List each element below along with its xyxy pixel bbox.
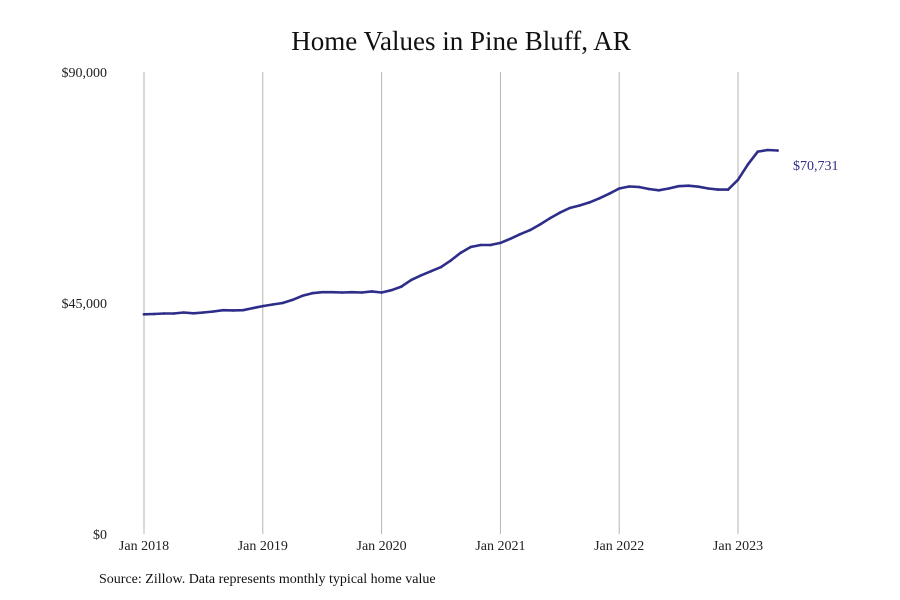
x-tick-label: Jan 2018 xyxy=(119,539,169,554)
data-point xyxy=(142,313,146,316)
data-point xyxy=(637,185,641,189)
x-tick-label: Jan 2021 xyxy=(475,539,525,554)
data-point xyxy=(261,304,265,308)
y-axis-ticks: $0 $45,000 $90,000 xyxy=(62,66,108,543)
series-layer: $70,731 xyxy=(142,148,839,316)
data-point xyxy=(726,188,730,191)
data-point xyxy=(152,312,156,316)
source-note: Source: Zillow. Data represents monthly … xyxy=(99,572,436,587)
data-point xyxy=(677,184,680,188)
data-point xyxy=(746,163,750,166)
gridlines xyxy=(143,72,739,534)
data-point xyxy=(736,178,740,182)
data-point xyxy=(212,310,215,313)
data-point xyxy=(231,309,235,312)
data-point xyxy=(598,197,601,200)
data-point xyxy=(578,204,581,207)
data-point xyxy=(588,201,591,204)
data-point xyxy=(766,148,769,152)
data-point xyxy=(439,265,443,269)
x-tick-label: Jan 2020 xyxy=(357,539,407,554)
data-point xyxy=(657,189,661,192)
data-point xyxy=(617,187,621,190)
data-point xyxy=(311,291,314,295)
data-point xyxy=(390,288,393,292)
data-point xyxy=(271,303,275,306)
data-point xyxy=(370,290,374,293)
data-point xyxy=(400,285,403,288)
data-point xyxy=(330,290,334,294)
data-point xyxy=(548,217,552,220)
chart-title: Home Values in Pine Bluff, AR xyxy=(291,26,631,56)
y-tick-label: $45,000 xyxy=(62,297,108,312)
data-point xyxy=(667,187,670,190)
data-point xyxy=(647,187,651,191)
data-point xyxy=(162,312,166,315)
data-point xyxy=(449,259,453,262)
data-point xyxy=(509,237,512,241)
y-tick-label: $90,000 xyxy=(62,66,108,81)
data-point xyxy=(419,274,423,277)
data-point xyxy=(716,188,720,191)
data-point xyxy=(499,241,502,245)
data-point xyxy=(687,184,690,187)
data-point xyxy=(172,312,175,315)
data-point xyxy=(528,228,532,232)
data-point xyxy=(518,232,522,236)
data-point xyxy=(469,245,473,249)
data-point xyxy=(627,185,631,188)
data-point xyxy=(776,149,779,152)
data-point xyxy=(251,306,255,310)
data-point xyxy=(340,291,344,294)
data-point xyxy=(221,308,225,312)
data-point xyxy=(707,187,710,190)
data-point xyxy=(320,290,324,294)
data-point xyxy=(489,243,492,247)
data-point xyxy=(380,291,383,294)
data-point xyxy=(350,290,354,294)
data-point xyxy=(241,308,245,312)
x-tick-label: Jan 2019 xyxy=(238,539,288,554)
y-tick-label: $0 xyxy=(93,528,107,543)
data-point xyxy=(558,211,562,214)
data-point xyxy=(360,291,364,294)
data-point xyxy=(697,185,700,188)
data-point xyxy=(756,150,760,153)
data-point xyxy=(192,312,195,315)
data-point xyxy=(459,251,463,254)
end-value-label: $70,731 xyxy=(793,159,839,174)
data-point xyxy=(429,269,433,273)
data-point xyxy=(608,192,611,195)
data-point xyxy=(568,206,571,210)
data-point xyxy=(410,278,413,282)
x-tick-label: Jan 2022 xyxy=(594,539,644,554)
data-point xyxy=(281,301,284,305)
series-line xyxy=(142,148,779,316)
data-point xyxy=(301,294,304,298)
x-axis-ticks: Jan 2018 Jan 2019 Jan 2020 Jan 2021 Jan 2022… xyxy=(119,539,763,554)
data-point xyxy=(291,298,294,302)
x-tick-label: Jan 2023 xyxy=(713,539,763,554)
data-point xyxy=(479,243,482,247)
data-point xyxy=(202,311,205,314)
data-point xyxy=(538,223,542,226)
data-point xyxy=(182,311,185,314)
